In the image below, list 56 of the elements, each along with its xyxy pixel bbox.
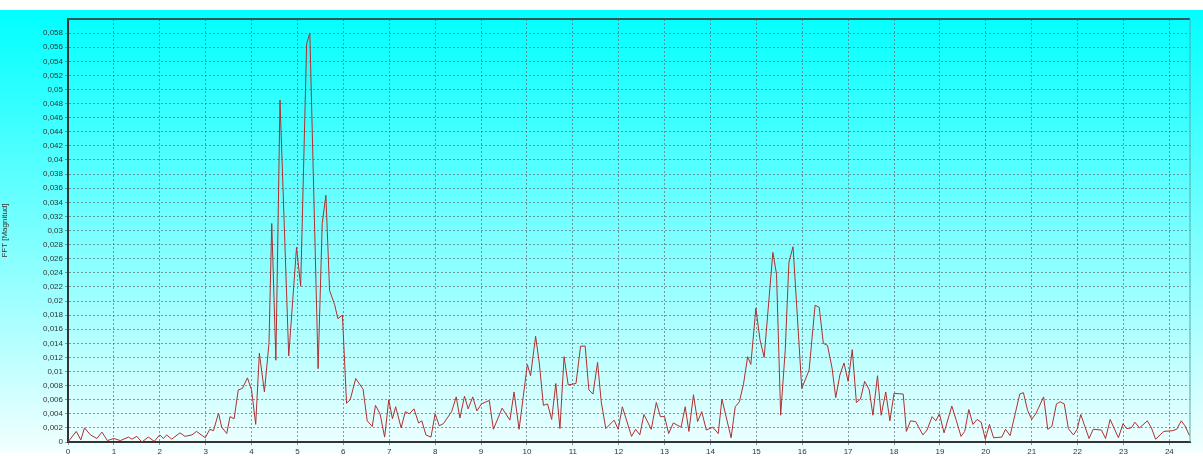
x-tick-label: 20: [981, 447, 991, 456]
y-tick-label: 0,054: [42, 56, 64, 66]
y-tick-label: 0,048: [42, 98, 64, 108]
x-tick-label: 14: [706, 447, 716, 456]
x-tick-label: 16: [797, 447, 808, 456]
x-tick-label: 8: [432, 447, 438, 456]
y-tick-label: 0,058: [42, 28, 64, 38]
y-tick-label: 0,046: [42, 112, 64, 122]
y-axis-title: FFT [Magnitud]: [0, 203, 9, 258]
x-tick-label: 2: [157, 447, 163, 456]
y-tick-label: 0,032: [42, 211, 64, 221]
y-tick-label: 0,042: [42, 141, 64, 151]
y-tick-label: 0,006: [42, 394, 64, 404]
y-tick-label: 0,012: [42, 352, 64, 362]
x-tick-label: 12: [614, 447, 624, 456]
y-tick-label: 0,022: [42, 282, 64, 292]
x-tick-label: 9: [478, 447, 484, 456]
x-tick-label: 18: [889, 447, 900, 456]
y-tick-label: 0,052: [42, 70, 64, 80]
y-tick-label: 0,02: [47, 296, 64, 306]
y-tick-label: 0,004: [42, 409, 64, 418]
y-tick-label: 0,016: [42, 324, 64, 334]
y-tick-label: 0,04: [47, 155, 64, 165]
x-tick-label: 3: [203, 447, 209, 456]
x-tick-label: 7: [387, 447, 392, 456]
y-tick-label: 0,036: [42, 183, 64, 193]
y-tick-label: 0,03: [47, 225, 64, 235]
x-tick-label: 13: [660, 447, 670, 456]
y-tick-label: 0,044: [42, 127, 64, 136]
x-tick-label: 4: [249, 447, 255, 456]
y-tick-label: 0,002: [42, 423, 64, 433]
x-tick-label: 21: [1027, 447, 1037, 456]
y-tick-label: 0,038: [42, 169, 64, 179]
x-tick-label: 10: [522, 447, 532, 456]
x-tick-label: 22: [1073, 447, 1083, 456]
y-tick-label: 0: [58, 437, 64, 447]
y-tick-label: 0,018: [42, 310, 64, 320]
y-tick-label: 0,05: [47, 84, 64, 94]
x-tick-label: 0: [65, 447, 71, 456]
x-tick-label: 23: [1119, 447, 1129, 456]
x-tick-label: 24: [1164, 447, 1175, 456]
x-tick-label: 17: [843, 447, 854, 456]
x-tick-label: 11: [568, 447, 578, 456]
y-tick-label: 0,01: [47, 366, 64, 376]
x-tick-label: 5: [295, 447, 301, 456]
x-tick-label: 1: [111, 447, 117, 456]
y-tick-label: 0,034: [42, 197, 64, 207]
y-tick-label: 0,008: [42, 380, 64, 390]
x-tick-label: 19: [935, 447, 945, 456]
y-tick-label: 0,014: [42, 338, 64, 348]
y-tick-label: 0,024: [42, 268, 64, 277]
y-tick-label: 0,026: [42, 253, 64, 263]
x-tick-label: 15: [751, 447, 762, 456]
y-tick-label: 0,056: [42, 42, 64, 52]
x-tick-label: 6: [341, 447, 347, 456]
y-tick-label: 0,028: [42, 239, 64, 249]
